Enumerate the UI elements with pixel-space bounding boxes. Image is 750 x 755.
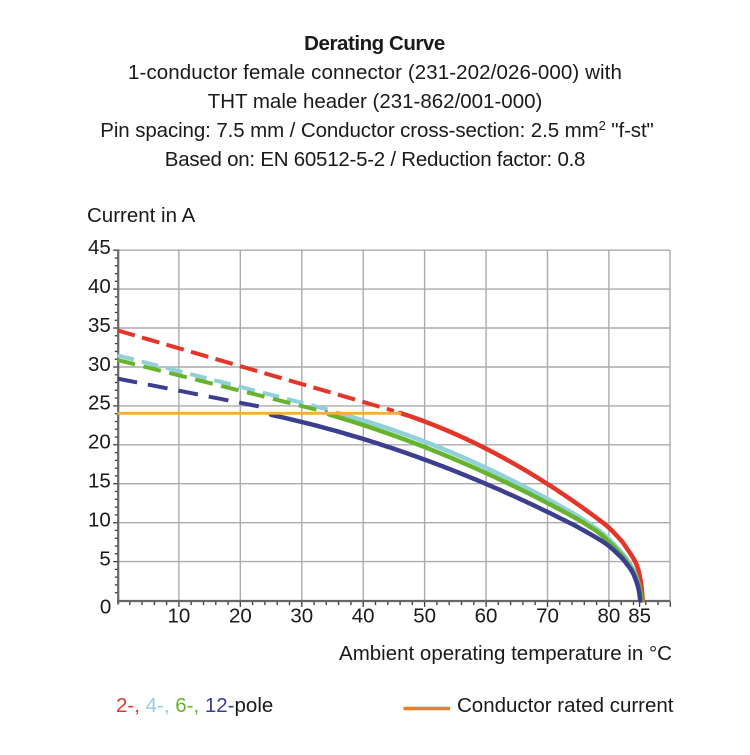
svg-text:5: 5 bbox=[99, 547, 110, 570]
svg-text:25: 25 bbox=[88, 392, 111, 415]
svg-text:1-conductor female connector (: 1-conductor female connector (231-202/02… bbox=[128, 61, 622, 84]
svg-text:Derating Curve: Derating Curve bbox=[304, 32, 445, 55]
svg-text:Based on: EN 60512-5-2 / Reduc: Based on: EN 60512-5-2 / Reduction facto… bbox=[165, 148, 585, 171]
svg-text:15: 15 bbox=[88, 470, 111, 493]
svg-text:50: 50 bbox=[413, 605, 436, 628]
svg-text:20: 20 bbox=[88, 431, 111, 454]
svg-text:2-, 4-, 6-, 12-pole: 2-, 4-, 6-, 12-pole bbox=[116, 694, 273, 717]
svg-text:80: 80 bbox=[597, 605, 620, 628]
svg-text:THT male header (231-862/001-0: THT male header (231-862/001-000) bbox=[208, 90, 543, 113]
svg-text:40: 40 bbox=[352, 605, 375, 628]
svg-text:70: 70 bbox=[536, 605, 559, 628]
svg-text:40: 40 bbox=[88, 275, 111, 298]
svg-text:20: 20 bbox=[229, 605, 252, 628]
svg-text:10: 10 bbox=[88, 508, 111, 531]
svg-text:85: 85 bbox=[628, 605, 651, 628]
svg-text:35: 35 bbox=[88, 314, 111, 337]
svg-text:Pin spacing: 7.5 mm / Conducto: Pin spacing: 7.5 mm / Conductor cross-se… bbox=[100, 118, 653, 142]
svg-text:60: 60 bbox=[475, 605, 498, 628]
svg-text:30: 30 bbox=[290, 605, 313, 628]
svg-text:30: 30 bbox=[88, 353, 111, 376]
svg-text:10: 10 bbox=[168, 605, 191, 628]
svg-text:Ambient operating temperature: Ambient operating temperature in °C bbox=[339, 642, 672, 665]
svg-text:Conductor rated current: Conductor rated current bbox=[457, 694, 674, 717]
svg-text:45: 45 bbox=[88, 236, 111, 259]
svg-text:Current in A: Current in A bbox=[87, 204, 196, 227]
svg-text:0: 0 bbox=[100, 595, 111, 618]
